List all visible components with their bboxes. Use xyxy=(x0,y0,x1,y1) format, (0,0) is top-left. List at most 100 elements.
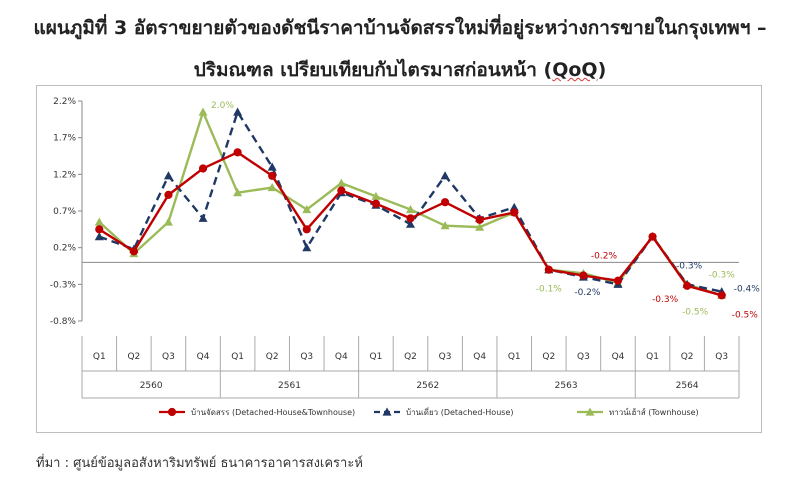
x-tick-label: Q3 xyxy=(439,352,452,362)
data-point xyxy=(544,265,553,274)
year-label: 2560 xyxy=(140,381,163,391)
x-tick-label: Q2 xyxy=(681,352,694,362)
data-point xyxy=(233,148,242,157)
y-tick-label: 1.7% xyxy=(53,134,76,144)
series-1 xyxy=(94,107,727,296)
y-tick-label: 1.2% xyxy=(53,170,76,180)
x-tick-label: Q1 xyxy=(231,352,244,362)
data-point xyxy=(198,164,208,173)
legend-label: บ้านจัดสรร (Detached-House&Townhouse) xyxy=(191,408,355,417)
legend-label: ทาวน์เฮ้าส์ (Townhouse) xyxy=(609,407,699,417)
data-point xyxy=(94,217,104,226)
data-point xyxy=(509,202,519,211)
x-tick-label: Q3 xyxy=(162,352,175,362)
x-tick-label: Q4 xyxy=(473,352,486,362)
data-point xyxy=(440,171,450,180)
series-0 xyxy=(95,148,726,300)
x-tick-label: Q1 xyxy=(508,352,521,362)
data-point xyxy=(302,225,311,234)
data-point xyxy=(233,188,243,197)
legend-marker xyxy=(585,407,595,416)
x-tick-label: Q1 xyxy=(646,352,659,362)
data-point xyxy=(302,243,312,252)
x-tick-label: Q2 xyxy=(127,352,140,362)
data-point xyxy=(371,191,381,200)
data-point xyxy=(406,219,415,228)
year-label: 2561 xyxy=(278,381,301,391)
x-tick-label: Q2 xyxy=(542,352,555,362)
data-point xyxy=(94,232,104,241)
legend-item: ทาวน์เฮ้าส์ (Townhouse) xyxy=(577,407,699,417)
data-point xyxy=(336,178,346,187)
chart-title-line2: ปริมณฑล เปรียบเทียบกับไตรมาสก่อนหน้า (Qo… xyxy=(0,58,800,82)
data-label: -0.4% xyxy=(734,285,761,295)
data-label: -0.3% xyxy=(709,270,736,280)
data-point xyxy=(337,186,346,195)
x-tick-label: Q4 xyxy=(335,352,348,362)
x-tick-label: Q3 xyxy=(577,352,590,362)
data-point xyxy=(475,222,485,231)
y-tick-label: -0.8% xyxy=(50,317,77,327)
data-point xyxy=(268,171,277,180)
legend-marker xyxy=(167,407,177,417)
x-tick-label: Q1 xyxy=(93,352,106,362)
title-line2-text: ปริมณฑล เปรียบเทียบกับไตรมาสก่อนหน้า ( xyxy=(193,59,553,81)
data-point xyxy=(198,213,208,222)
data-point xyxy=(164,190,173,199)
legend-item: บ้านจัดสรร (Detached-House&Townhouse) xyxy=(159,407,355,417)
year-label: 2563 xyxy=(555,381,578,391)
data-label: -0.1% xyxy=(536,285,563,295)
x-tick-label: Q2 xyxy=(266,352,279,362)
data-point xyxy=(440,198,450,207)
data-point xyxy=(406,214,415,223)
data-point xyxy=(371,199,381,208)
data-point xyxy=(648,232,657,241)
line-chart: 2.2% 1.7% 1.2% 0.7% 0.2% -0.3% -0.8% Q1 Q2 Q3 Q4 Q1… xyxy=(50,97,761,417)
x-tick-label: Q1 xyxy=(370,352,383,362)
data-point xyxy=(267,183,277,192)
data-point xyxy=(95,225,104,234)
title-line2-close: ) xyxy=(597,59,607,81)
series-2 xyxy=(94,107,727,299)
year-label: 2562 xyxy=(416,381,439,391)
x-tick-label: Q2 xyxy=(404,352,417,362)
data-point xyxy=(613,276,623,285)
data-point xyxy=(302,205,312,214)
data-point xyxy=(579,271,588,280)
data-label: -0.3% xyxy=(652,295,679,305)
data-label: -0.3% xyxy=(676,261,703,271)
data-point xyxy=(717,291,726,300)
title-qoq: QoQ xyxy=(552,59,598,81)
y-tick-label: 0.7% xyxy=(53,207,76,217)
legend-label: บ้านเดี่ยว (Detached-House) xyxy=(406,406,513,417)
y-tick-label: 0.2% xyxy=(53,244,76,254)
data-point xyxy=(406,205,415,214)
legend-item: บ้านเดี่ยว (Detached-House) xyxy=(374,406,513,417)
x-tick-label: Q3 xyxy=(300,352,313,362)
data-point xyxy=(233,107,243,116)
y-tick-label: 2.2% xyxy=(53,97,76,107)
data-point xyxy=(475,215,484,224)
data-point xyxy=(198,107,208,116)
source-note: ที่มา : ศูนย์ข้อมูลอสังหาริมทรัพย์ ธนาคา… xyxy=(36,456,363,471)
data-point xyxy=(683,281,692,290)
data-label: -0.5% xyxy=(732,310,759,320)
data-point xyxy=(163,217,173,226)
chart-frame: 2.2% 1.7% 1.2% 0.7% 0.2% -0.3% -0.8% Q1 Q2 Q3 Q4 Q1… xyxy=(36,85,762,433)
data-point xyxy=(129,247,138,256)
x-tick-label: Q4 xyxy=(612,352,625,362)
legend-marker xyxy=(382,407,392,416)
year-label: 2564 xyxy=(676,381,699,391)
data-point xyxy=(163,171,173,180)
x-tick-label: Q3 xyxy=(715,352,728,362)
data-point xyxy=(267,162,277,171)
series-line xyxy=(98,110,722,293)
y-tick-label: -0.3% xyxy=(50,280,77,290)
x-tick-label: Q4 xyxy=(197,352,210,362)
data-label: -0.2% xyxy=(574,288,601,298)
data-label: 2.0% xyxy=(211,101,234,111)
data-point xyxy=(440,221,450,230)
chart-title-line1: แผนภูมิที่ 3 อัตราขยายตัวของดัชนีราคาบ้า… xyxy=(33,17,767,39)
data-label: -0.2% xyxy=(591,252,618,262)
data-point xyxy=(510,208,519,217)
